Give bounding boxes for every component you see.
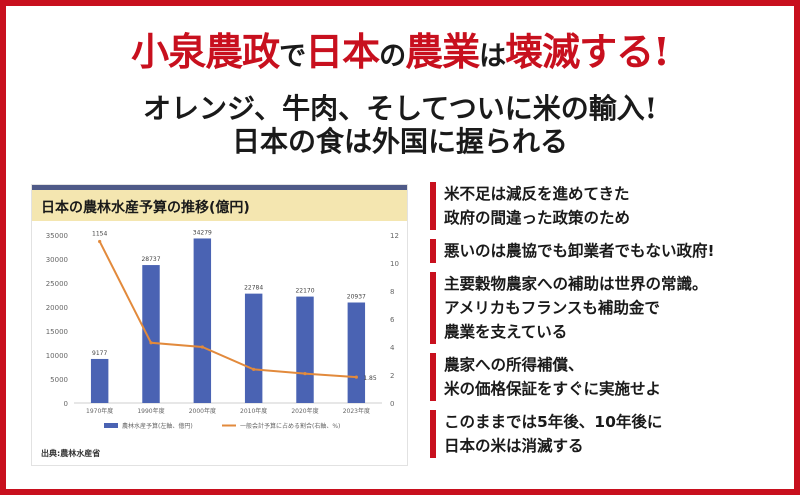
subtitle-line2: 日本の食は外国に握られる xyxy=(231,125,568,158)
headline: 小泉農政で日本の農業は壊滅する! xyxy=(0,30,800,79)
line-value-label: 1154 xyxy=(92,230,107,237)
bar-value-label: 22784 xyxy=(244,285,263,292)
chart-source: 出典:農林水産省 xyxy=(41,449,101,458)
headline-connector1: で xyxy=(279,41,306,72)
legend-bar-swatch xyxy=(104,423,118,428)
bar-value-label: 28737 xyxy=(141,256,160,263)
headline-part2: 日本 xyxy=(305,29,380,74)
x-tick-label: 2023年度 xyxy=(343,407,370,415)
legend-bar-label: 農林水産予算(左軸、億円) xyxy=(122,422,193,430)
key-point-line: 主要穀物農家への補助は世界の常識。 xyxy=(444,275,708,293)
key-point-line: 日本の米は消滅する xyxy=(444,437,584,455)
bar xyxy=(347,302,366,403)
y-right-tick-label: 4 xyxy=(390,344,395,352)
budget-chart: 0 5000 10000 15000 20000 25000 30000 35000 0 2 4 6 8… xyxy=(46,229,399,430)
headline-part1: 小泉農政 xyxy=(131,29,280,74)
bar-value-label: 20937 xyxy=(347,294,366,301)
bar xyxy=(296,296,314,403)
y-right-tick-label: 0 xyxy=(390,400,394,408)
bar xyxy=(142,265,160,403)
chart-card: 日本の農林水産予算の推移(億円) 0 5000 10000 15000 20000 250… xyxy=(32,185,407,465)
headline-part4: 壊滅する! xyxy=(505,29,670,74)
y-tick-label: 20000 xyxy=(46,304,68,312)
y-right-tick-label: 12 xyxy=(390,232,399,240)
key-point-4: 農家への所得補償、米の価格保証をすぐに実施せよ xyxy=(430,353,782,401)
y-right-tick-label: 6 xyxy=(390,316,395,324)
key-point-2: 悪いのは農協でも卸業者でもない政府! xyxy=(430,239,782,263)
key-points: 米不足は減反を進めてきた 政府の間違った政策のため悪いのは農協でも卸業者でもない政… xyxy=(430,182,782,467)
key-point-line: 農業を支えている xyxy=(444,323,568,341)
headline-part3: 農業 xyxy=(405,29,480,74)
line-point xyxy=(200,345,204,349)
y-tick-label: 35000 xyxy=(46,232,68,240)
x-tick-label: 1990年度 xyxy=(137,407,164,415)
share-line xyxy=(98,240,357,379)
y-tick-label: 10000 xyxy=(46,352,68,360)
y-right-tick-label: 8 xyxy=(390,288,394,296)
x-tick-label: 2010年度 xyxy=(240,407,267,415)
line-point xyxy=(354,375,358,379)
key-point-3: 主要穀物農家への補助は世界の常識。 アメリカもフランスも補助金で 農業を支えている xyxy=(430,272,782,344)
y-tick-label: 15000 xyxy=(46,328,68,336)
key-point-5: このままでは5年後、10年後に 日本の米は消滅する xyxy=(430,410,782,458)
x-tick-label: 1970年度 xyxy=(86,407,113,415)
legend-line-label: 一般会計予算に占める割合(右軸、%) xyxy=(240,422,340,430)
line-point xyxy=(98,239,102,244)
line-point xyxy=(149,341,153,345)
key-point-line: 悪いのは農協でも卸業者でもない政府! xyxy=(444,242,715,260)
y-tick-label: 25000 xyxy=(46,280,68,288)
bar xyxy=(90,358,109,403)
bar xyxy=(244,293,263,403)
chart-header: 日本の農林水産予算の推移(億円) xyxy=(32,185,407,221)
bar-value-label: 9177 xyxy=(92,350,107,357)
key-point-1: 米不足は減反を進めてきた 政府の間違った政策のため xyxy=(430,182,782,230)
key-point-line: アメリカもフランスも補助金で xyxy=(444,299,660,317)
line-point xyxy=(303,372,307,376)
key-point-line: 政府の間違った政策のため xyxy=(444,209,631,227)
line-point xyxy=(252,367,256,371)
bar xyxy=(193,238,212,403)
key-point-line: このままでは5年後、10年後に xyxy=(444,413,663,431)
x-tick-label: 2020年度 xyxy=(291,407,318,415)
key-point-line: 米の価格保証をすぐに実施せよ xyxy=(444,380,662,398)
chart-title: 日本の農林水産予算の推移(億円) xyxy=(41,200,250,216)
x-tick-label: 2000年度 xyxy=(189,407,216,415)
headline-connector3: は xyxy=(479,41,506,72)
key-point-line: 農家への所得補償、 xyxy=(444,356,584,374)
y-right-tick-label: 10 xyxy=(390,260,399,268)
bar-value-label: 22170 xyxy=(295,288,314,295)
y-right-tick-label: 2 xyxy=(390,372,394,380)
bar-value-label: 34279 xyxy=(193,229,212,236)
key-point-line: 米不足は減反を進めてきた xyxy=(444,185,630,203)
y-tick-label: 0 xyxy=(64,400,68,408)
y-tick-label: 5000 xyxy=(50,376,68,384)
headline-connector2: の xyxy=(379,41,406,72)
line-value-label: 1.85 xyxy=(363,375,377,382)
y-tick-label: 30000 xyxy=(46,256,68,264)
subtitle-line1: オレンジ、牛肉、そしてついに米の輸入! xyxy=(142,92,658,125)
